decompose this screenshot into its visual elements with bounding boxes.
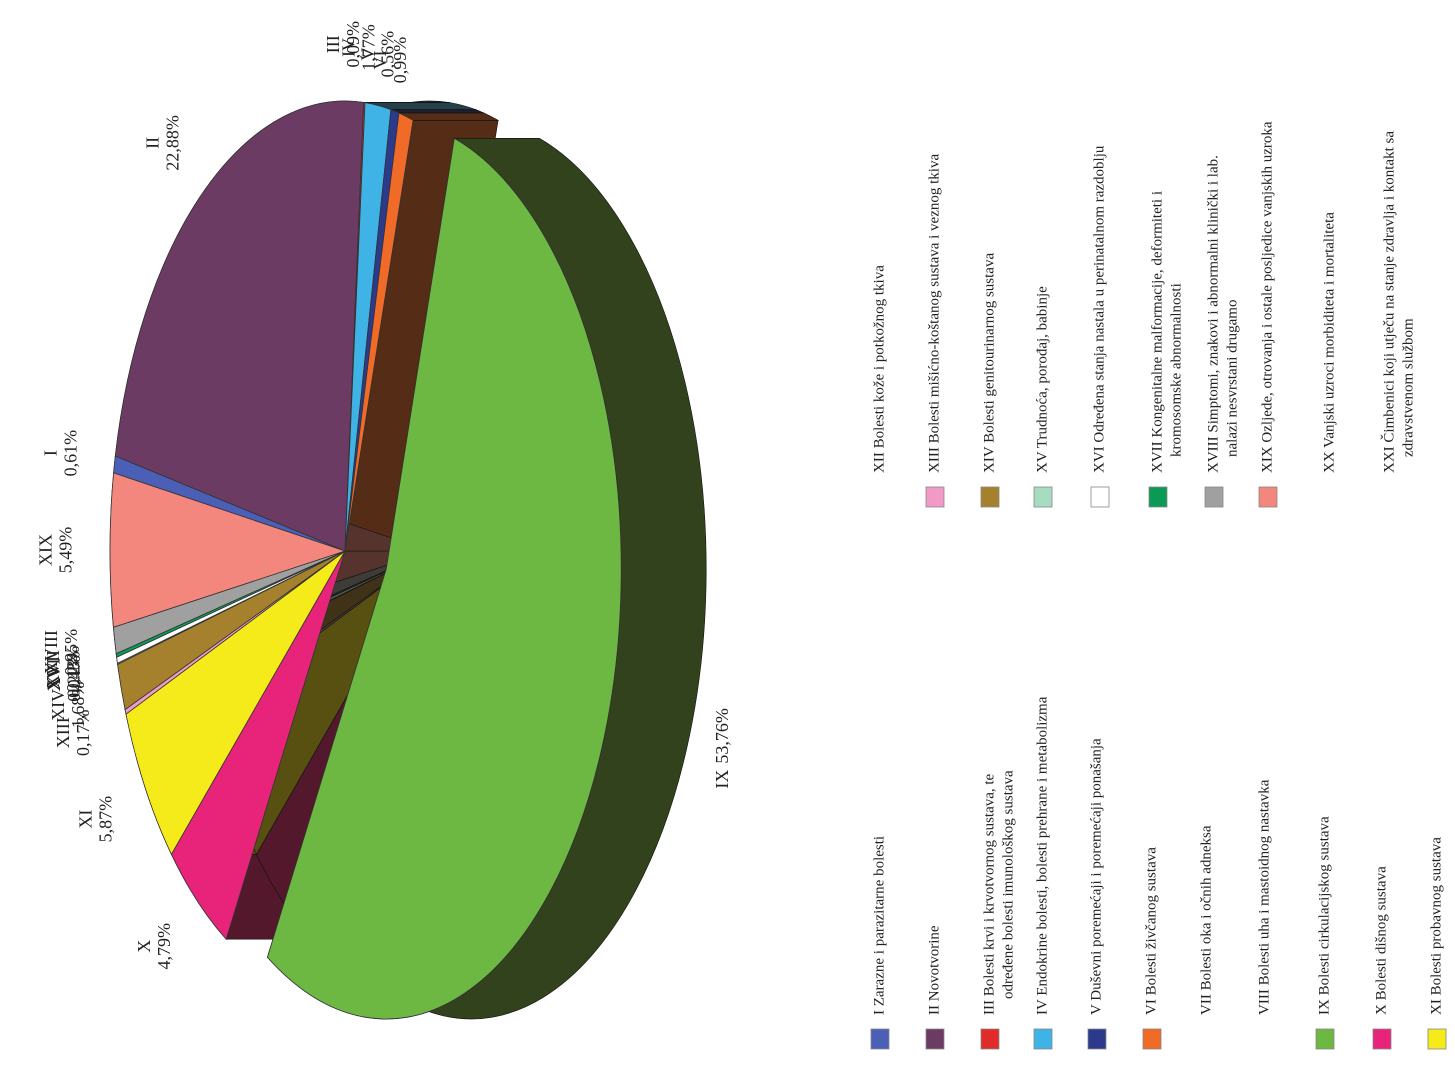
slice-value-label: 0,95% xyxy=(61,629,81,676)
legend-swatch xyxy=(1372,1028,1392,1050)
legend-label: V Duševni poremećaji i poremećaji ponaša… xyxy=(1088,738,1104,1015)
legend-swatch xyxy=(980,486,1000,508)
slice-label: IV xyxy=(338,38,358,57)
pie-slice xyxy=(125,550,346,856)
legend-label: VIII Bolesti uha i mastoidnog nastavka xyxy=(1256,779,1272,1015)
slice-label: IX xyxy=(712,770,732,789)
legend-label: XV Trudnoća, porođaj, babinje xyxy=(1034,286,1050,473)
legend-label: XIII Bolesti mišićno-koštanog sustava i … xyxy=(926,154,942,473)
slice-value-label: 0,09% xyxy=(343,21,363,68)
legend-swatch xyxy=(1427,1028,1447,1050)
legend-swatch xyxy=(925,486,945,508)
slice-value-label: 5,87% xyxy=(95,796,115,843)
legend-swatch xyxy=(980,1028,1000,1050)
legend-label: I Zarazne i parazitarne bolesti xyxy=(871,836,887,1015)
legend-label: XVI Određena stanja nastala u perinataln… xyxy=(1091,145,1107,473)
slice-value-label: 5,49% xyxy=(56,527,76,574)
pie-slice xyxy=(109,472,347,628)
slice-value-label: 1,68% xyxy=(68,682,88,729)
slice-label: XIX xyxy=(36,534,56,566)
legend-swatch xyxy=(925,1028,945,1050)
legend-label: XI Bolesti probavnog sustava xyxy=(1428,837,1444,1015)
legend-label: XIX Ozljede, otrovanja i ostale posljedi… xyxy=(1259,121,1275,473)
slice-value-label: 0,17% xyxy=(73,709,93,756)
legend-swatch xyxy=(1258,486,1278,508)
slice-label: X xyxy=(134,940,154,953)
slice-label: II xyxy=(143,137,163,149)
slice-label: XI xyxy=(75,810,95,829)
legend-swatch xyxy=(1033,486,1053,508)
legend-swatch xyxy=(1315,1028,1335,1050)
legend-label: VII Bolesti oka i očnih adneksa xyxy=(1198,825,1214,1015)
legend-label: nalazi nesvrstani drugamo xyxy=(1224,300,1240,457)
pie-slice xyxy=(114,100,365,552)
legend-label: XVII Kongenitalne malformacije, deformit… xyxy=(1149,191,1165,473)
pie-slice xyxy=(266,137,622,1020)
legend-label: zdravstvenom službom xyxy=(1400,318,1416,457)
slice-label: XIV xyxy=(48,689,68,721)
slice-value-label: 0,61% xyxy=(61,430,81,477)
slice-label: V xyxy=(358,48,378,61)
slice-side xyxy=(398,112,500,121)
slice-label: XV xyxy=(44,665,64,691)
slice-label: XVI xyxy=(44,658,64,690)
slice-side xyxy=(390,109,485,114)
legend-swatch xyxy=(1090,486,1110,508)
legend-label: VI Bolesti živčanog sustava xyxy=(1143,847,1159,1015)
slice-value-label: 1,77% xyxy=(358,24,378,71)
legend-swatch xyxy=(1087,1028,1107,1050)
legend-label: X Bolesti dišnog sustava xyxy=(1373,866,1389,1015)
slice-value-label: 0,13% xyxy=(63,646,83,693)
legend-label: kromosomske abnormalnosti xyxy=(1168,283,1184,457)
slice-label: XIII xyxy=(53,717,73,748)
slice-value-label: 0,56% xyxy=(378,31,398,78)
slice-label: I xyxy=(41,450,61,456)
legend-label: XXI Čimbenici koji utječu na stanje zdra… xyxy=(1380,131,1397,473)
legend-label: XII Bolesti kože i potkožnog tkiva xyxy=(871,265,887,473)
legend-label: IX Bolesti cirkulacijskog sustava xyxy=(1316,816,1332,1015)
legend-swatch xyxy=(1033,1028,1053,1050)
slice-label: XVII xyxy=(43,650,63,688)
legend-label: III Bolesti krvi i krvotvornog sustava, … xyxy=(981,773,997,1015)
slice-label: XVIII xyxy=(41,630,61,674)
legend-swatch xyxy=(1142,1028,1162,1050)
legend-swatch xyxy=(1204,486,1224,508)
legend-label: XVIII Simptomi, znakovi i abnormalni kli… xyxy=(1205,155,1221,473)
pie-slice xyxy=(344,112,414,552)
legend-label: XX Vanjski uzroci morbiditeta i mortalit… xyxy=(1321,212,1337,473)
slice-value-label: 0,99% xyxy=(390,37,410,84)
legend-swatch xyxy=(1148,486,1168,508)
slice-value-label: 22,88% xyxy=(163,115,183,171)
rotated-chart: I 0,61%II 22,88%III 0,09%IV 1,77%V 0,56%VI 0,9… xyxy=(36,21,1447,1050)
legend-swatch xyxy=(870,1028,890,1050)
legend-label: IV Endokrine bolesti, bolesti prehrane i… xyxy=(1034,696,1050,1015)
slice-label: VI xyxy=(370,50,390,69)
slice-label: III xyxy=(323,35,343,53)
slice-value-label: 0,22% xyxy=(64,651,84,698)
legend-label: XIV Bolesti genitourinarnog sustava xyxy=(981,253,997,473)
legend-label: određene bolesti imunološkog sustava xyxy=(1000,770,1016,999)
slice-value-label: 0,04% xyxy=(64,655,84,702)
slice-value-label: 4,79% xyxy=(154,923,174,970)
legend-label: II Novotvorine xyxy=(926,925,942,1015)
slice-value-label: 53,76% xyxy=(712,708,732,764)
